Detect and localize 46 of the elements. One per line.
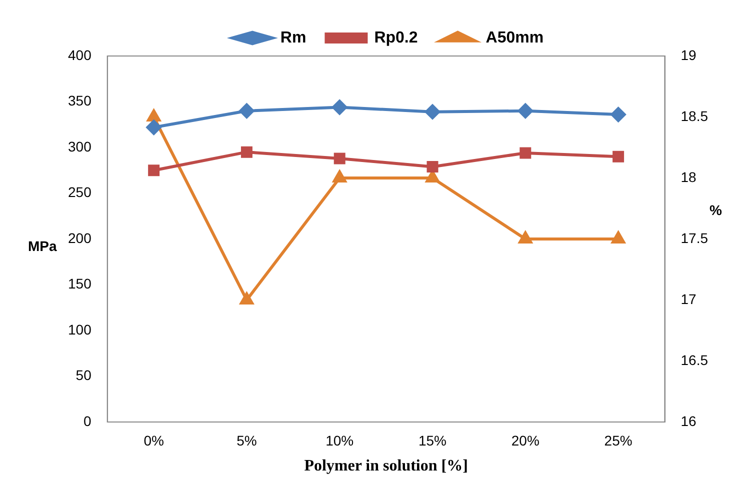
y-tick-label: 100 xyxy=(68,321,92,338)
y-tick-label: 250 xyxy=(68,184,92,200)
point xyxy=(240,146,252,158)
y2-tick-label: 16 xyxy=(680,412,697,429)
point xyxy=(612,150,624,162)
x-tick-label: 15% xyxy=(418,432,447,448)
point xyxy=(425,104,440,120)
point xyxy=(239,103,254,118)
x-tick-label: 20% xyxy=(511,432,540,448)
y-tick-label: 350 xyxy=(68,92,92,109)
point xyxy=(520,147,532,159)
x-axis-title: Polymer in solution [%] xyxy=(304,458,468,475)
legend-label: A50mm xyxy=(486,29,544,46)
point xyxy=(240,292,254,304)
x-tick-label: 25% xyxy=(604,432,632,448)
legend-label: Rm xyxy=(280,29,306,46)
y-tick-label: 200 xyxy=(68,230,92,246)
point xyxy=(332,170,346,182)
point xyxy=(426,170,440,182)
y2-axis-title: % xyxy=(710,202,723,218)
point xyxy=(147,110,161,122)
point xyxy=(332,100,348,115)
point xyxy=(426,160,438,172)
y-tick-label: 50 xyxy=(76,367,92,384)
legend-label: Rp0.2 xyxy=(374,29,418,46)
point xyxy=(610,107,626,122)
y-tick-label: 400 xyxy=(68,46,92,63)
point xyxy=(146,120,162,135)
y2-tick-label: 18 xyxy=(680,168,697,185)
y-axis-title: MPa xyxy=(28,238,57,254)
y-tick-label: 0 xyxy=(84,412,92,429)
y2-tick-label: 16.5 xyxy=(680,352,708,368)
y-tick-label: 150 xyxy=(68,276,92,292)
y2-tick-label: 17 xyxy=(680,290,697,307)
y-tick-label: 300 xyxy=(68,138,92,154)
y2-tick-label: 17.5 xyxy=(680,230,708,246)
x-tick-label: 5% xyxy=(236,432,257,448)
x-tick-label: 0% xyxy=(144,432,164,448)
y2-tick-label: 19 xyxy=(680,46,697,63)
point xyxy=(518,103,533,118)
point xyxy=(612,232,625,244)
point xyxy=(148,164,160,176)
point xyxy=(518,232,532,244)
point xyxy=(334,152,346,164)
y2-tick-label: 18.5 xyxy=(680,108,708,124)
x-tick-label: 10% xyxy=(326,432,354,448)
